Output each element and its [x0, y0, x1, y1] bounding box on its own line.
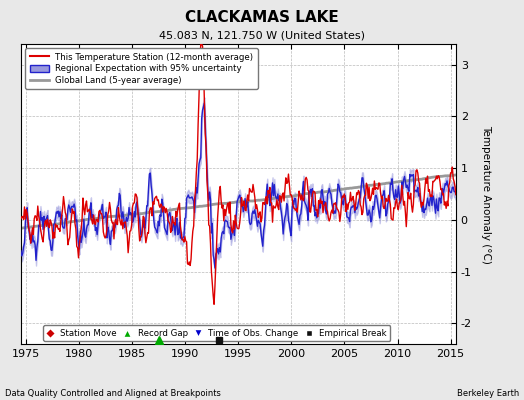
Text: Berkeley Earth: Berkeley Earth [456, 389, 519, 398]
Y-axis label: Temperature Anomaly (°C): Temperature Anomaly (°C) [482, 124, 492, 264]
Text: Data Quality Controlled and Aligned at Breakpoints: Data Quality Controlled and Aligned at B… [5, 389, 221, 398]
Legend: Station Move, Record Gap, Time of Obs. Change, Empirical Break: Station Move, Record Gap, Time of Obs. C… [43, 325, 390, 341]
Text: CLACKAMAS LAKE: CLACKAMAS LAKE [185, 10, 339, 25]
Text: 45.083 N, 121.750 W (United States): 45.083 N, 121.750 W (United States) [159, 30, 365, 40]
